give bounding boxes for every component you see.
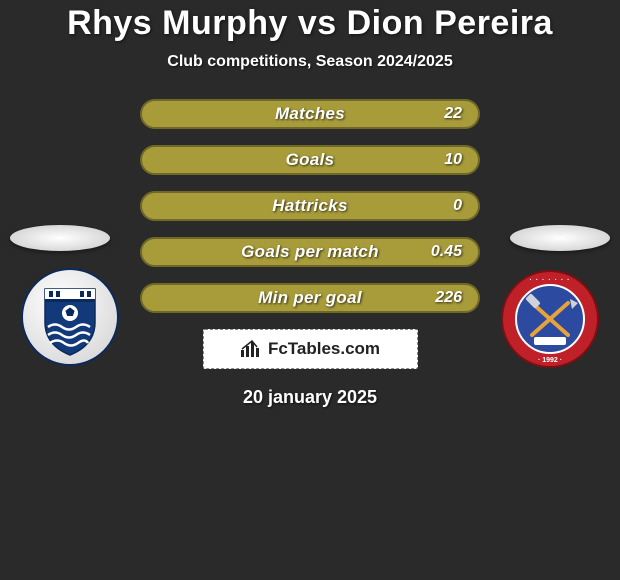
- stat-value: 22: [444, 105, 462, 123]
- stat-label: Goals: [140, 150, 480, 170]
- dagenham-redbridge-crest: · · · · · · · · 1992 ·: [500, 269, 600, 369]
- stat-row: Min per goal226: [140, 283, 480, 313]
- page-title: Rhys Murphy vs Dion Pereira: [0, 4, 620, 43]
- stat-row: Matches22: [140, 99, 480, 129]
- crest-right-svg: · · · · · · · · 1992 ·: [500, 269, 600, 369]
- stat-label: Matches: [140, 104, 480, 124]
- infographic-container: Rhys Murphy vs Dion Pereira Club competi…: [0, 0, 620, 580]
- stat-label: Min per goal: [140, 288, 480, 308]
- svg-text:· · · · · · ·: · · · · · · ·: [530, 277, 571, 284]
- stat-value: 10: [444, 151, 462, 169]
- stats-area: · · · · · · · · 1992 · Matches22Goals10H…: [0, 99, 620, 313]
- stat-label: Hattricks: [140, 196, 480, 216]
- stat-row: Hattricks0: [140, 191, 480, 221]
- svg-text:· 1992 ·: · 1992 ·: [538, 357, 562, 364]
- attribution-plate: FcTables.com: [203, 329, 418, 369]
- stat-label: Goals per match: [140, 242, 480, 262]
- player-ellipse-left: [10, 225, 110, 251]
- date-text: 20 january 2025: [0, 387, 620, 408]
- crest-left-svg: [20, 267, 120, 367]
- stat-row: Goals per match0.45: [140, 237, 480, 267]
- stat-value: 0.45: [431, 243, 462, 261]
- stat-row: Goals10: [140, 145, 480, 175]
- southend-united-crest: [20, 267, 120, 367]
- player-ellipse-right: [510, 225, 610, 251]
- stat-value: 226: [435, 289, 462, 307]
- stat-value: 0: [453, 197, 462, 215]
- attribution-text: FcTables.com: [268, 339, 380, 359]
- subtitle: Club competitions, Season 2024/2025: [0, 53, 620, 71]
- bars-icon: [240, 340, 262, 358]
